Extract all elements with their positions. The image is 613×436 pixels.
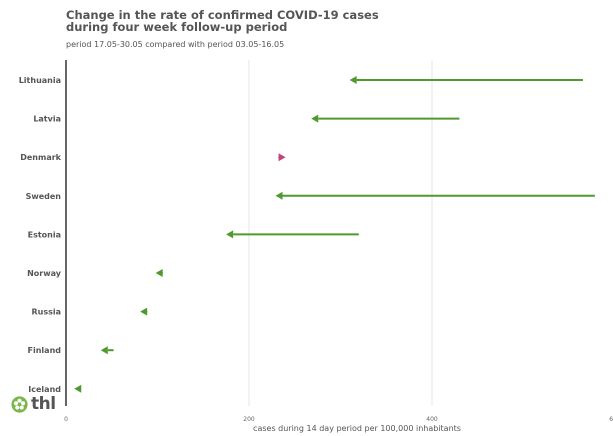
arrow-head xyxy=(275,191,283,200)
chart-subtitle: period 17.05-30.05 compared with period … xyxy=(66,40,285,49)
arrows xyxy=(74,76,595,393)
grid-lines xyxy=(248,60,433,406)
arrow-head xyxy=(278,153,286,162)
x-tick-label: 600 xyxy=(609,416,613,423)
chart-title-line2: during four week follow-up period xyxy=(66,20,288,34)
arrow-head xyxy=(140,307,148,316)
x-tick-label: 400 xyxy=(426,416,438,423)
category-label: Iceland xyxy=(28,385,61,394)
chart-title: Change in the rate of confirmed COVID-19… xyxy=(66,9,379,33)
category-label: Estonia xyxy=(28,230,61,239)
x-axis-title: cases during 14 day period per 100,000 i… xyxy=(253,424,461,433)
category-label: Latvia xyxy=(33,115,61,124)
arrow-head xyxy=(349,76,357,84)
thl-logo: thl xyxy=(11,396,56,413)
category-label: Norway xyxy=(27,269,62,278)
arrow-head xyxy=(311,114,319,123)
arrow-head xyxy=(155,269,163,277)
x-tick-label: 200 xyxy=(243,416,255,423)
x-axis: 0 200 400 600 cases during 14 day period per… xyxy=(64,60,613,433)
category-label: Sweden xyxy=(26,192,62,201)
category-label: Finland xyxy=(28,346,62,355)
arrow-head xyxy=(226,230,234,239)
arrow-head xyxy=(100,346,108,355)
category-label: Lithuania xyxy=(19,76,61,85)
flower-icon xyxy=(11,396,28,413)
logo-text: thl xyxy=(31,394,56,414)
x-tick-label: 0 xyxy=(64,416,68,423)
category-labels: Lithuania Latvia Denmark Sweden Estonia Norwa… xyxy=(19,76,62,394)
category-label: Russia xyxy=(31,308,61,317)
arrow-head xyxy=(74,384,82,393)
chart-title-line1: Change in the rate of confirmed COVID-19… xyxy=(66,8,379,22)
category-label: Denmark xyxy=(20,153,61,162)
